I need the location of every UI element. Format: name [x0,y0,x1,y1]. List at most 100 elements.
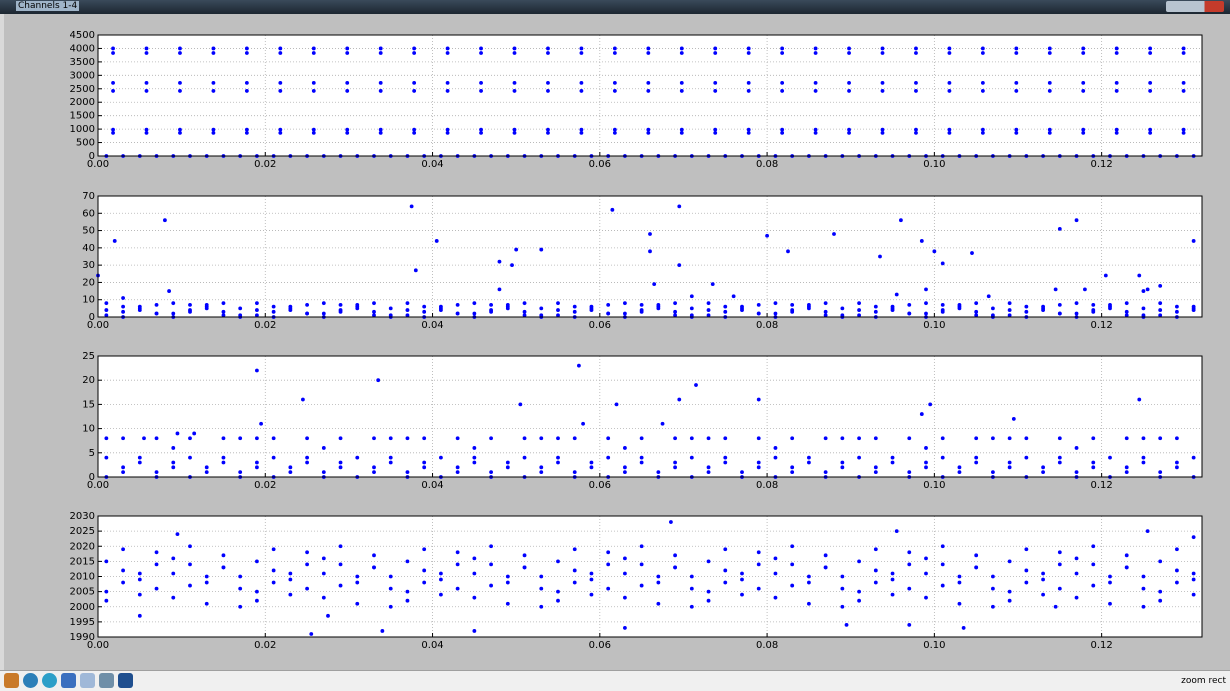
point [957,470,962,475]
point [412,46,417,51]
point [991,436,995,441]
point [612,127,617,132]
point [1074,571,1079,576]
point [211,127,216,132]
point [539,586,544,591]
point [178,51,182,55]
point [171,571,176,576]
point [112,239,117,243]
point [1175,304,1179,309]
point [445,51,450,55]
point [512,80,517,85]
point [1141,586,1146,591]
y-tick-label: 4000 [70,43,95,54]
home-button[interactable] [4,673,19,688]
y-tick-label: 3500 [70,57,95,68]
point [689,574,694,579]
point [479,89,483,93]
point [1091,465,1096,470]
point [980,46,985,51]
point [512,130,517,135]
point [940,544,945,549]
point [221,553,226,558]
point [679,89,684,93]
point [1158,598,1163,603]
x-tick-label: 0.04 [421,320,443,331]
point [305,311,309,316]
point [211,130,216,135]
point [372,301,376,306]
plot-area [98,196,1202,317]
point [355,455,360,460]
plot-area [98,356,1202,477]
point [706,559,711,564]
back-button[interactable] [23,673,38,688]
pan-button[interactable] [61,673,76,688]
point [497,287,502,292]
point [512,46,517,51]
point [1181,127,1186,132]
point [857,301,861,306]
point [104,301,109,306]
x-tick-label: 0.08 [756,480,778,491]
forward-button[interactable] [42,673,57,688]
point [832,232,836,236]
point [271,568,276,573]
point [1007,308,1012,312]
point [455,436,460,441]
point [947,89,952,93]
y-tick-label: 3000 [70,70,95,81]
point [656,580,661,585]
y-tick-label: 1990 [70,632,95,643]
point [376,378,381,383]
point [606,311,611,316]
point [522,313,527,318]
x-tick-label: 0.02 [254,640,276,651]
y-tick-label: 2020 [70,541,95,552]
point [974,460,979,465]
point [439,571,443,576]
point [372,436,376,441]
point [405,559,410,564]
point [606,303,611,307]
point [188,455,192,460]
point [321,470,326,475]
point [1124,565,1129,570]
point [305,586,309,591]
window-buttons[interactable] [1166,1,1224,12]
point [706,589,711,594]
point [689,436,694,441]
point [746,127,751,132]
point [706,465,711,470]
point [345,46,350,51]
point [880,89,885,93]
point [572,547,577,552]
point [121,580,125,585]
point [572,436,577,441]
point [372,565,376,570]
point [713,51,718,55]
point [1047,89,1052,93]
point [104,455,109,460]
point [890,577,895,582]
subplots-button[interactable] [99,673,114,688]
point [311,89,316,93]
point [807,601,811,606]
point [1148,130,1153,135]
point [1047,46,1052,51]
point [880,127,885,132]
point [104,559,109,564]
point [171,556,176,561]
point [1175,547,1179,552]
x-tick-label: 0.10 [923,320,945,331]
point [694,383,698,387]
point [1091,562,1096,567]
point [857,455,861,460]
save-button[interactable] [118,673,133,688]
toolbar: zoom rect [0,670,1230,691]
point [1047,127,1052,132]
point [288,465,293,470]
point [1145,287,1150,292]
point [756,465,761,470]
zoom-button[interactable] [80,673,95,688]
